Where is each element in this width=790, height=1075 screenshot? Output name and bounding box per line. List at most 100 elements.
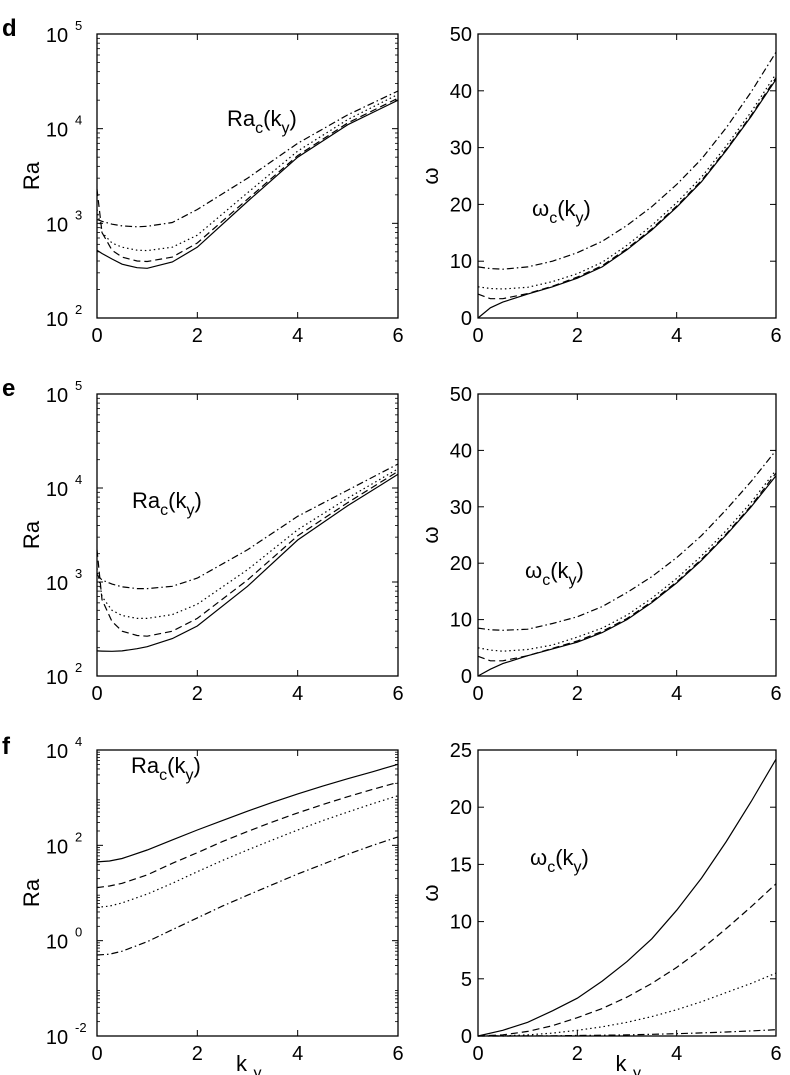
y-tick-label: 10	[46, 385, 68, 407]
y-tick-label: 10	[450, 912, 472, 934]
x-tick-label: 4	[292, 325, 303, 347]
x-tick-label: 0	[472, 1043, 483, 1065]
annotation-main: Ra	[131, 753, 160, 778]
x-tick-label: 2	[572, 325, 583, 347]
y-tick-exponent: 2	[75, 302, 82, 317]
annotation-subvar: y	[186, 502, 194, 519]
y-axis-label: ω	[418, 884, 443, 901]
y-tick-label: 10	[46, 667, 68, 689]
series-line-dashed	[96, 470, 399, 637]
annotation-sub: c	[255, 120, 263, 137]
annotation-main: Ra	[227, 106, 256, 131]
annotation-sub: c	[547, 859, 555, 876]
y-tick-label: 20	[450, 553, 472, 575]
y-tick-label: 10	[450, 251, 472, 273]
x-tick-label: 4	[671, 683, 682, 705]
annotation-sub: c	[159, 767, 167, 784]
y-tick-exponent: 4	[75, 734, 82, 749]
series-line-solid	[96, 763, 399, 863]
series-line-dashdot	[96, 836, 399, 956]
x-tick-label: 4	[671, 325, 682, 347]
annotation-open: (k	[555, 845, 574, 870]
annotation-open: (k	[550, 558, 569, 583]
y-tick-exponent: 3	[75, 566, 82, 581]
y-tick-exponent: 4	[75, 113, 82, 128]
annotation-close: )	[577, 558, 584, 583]
y-tick-exponent: 5	[75, 18, 82, 33]
x-tick-label: 2	[572, 1043, 583, 1065]
series-line-dashed	[96, 97, 399, 263]
series-line-dashed	[477, 883, 777, 1037]
y-axis-label: ω	[418, 526, 443, 543]
x-tick-label: 2	[192, 325, 203, 347]
y-tick-label: 10	[46, 573, 68, 595]
y-tick-label: 50	[450, 24, 472, 46]
y-axis-label: ω	[418, 167, 443, 184]
series-line-solid	[96, 99, 399, 269]
series-line-solid	[477, 758, 777, 1037]
series-line-solid	[477, 79, 777, 319]
x-tick-label: 0	[91, 325, 102, 347]
annotation-subvar: y	[185, 767, 193, 784]
y-tick-label: 40	[450, 81, 472, 103]
x-tick-label: 0	[472, 325, 483, 347]
curve-annotation: Rac(ky)	[227, 106, 297, 137]
annotation-main: ω	[530, 845, 547, 870]
series-line-dashed	[477, 472, 777, 662]
annotation-sub: c	[549, 210, 557, 227]
curve-annotation: ωc(ky)	[530, 845, 589, 876]
y-tick-label: 10	[46, 836, 68, 858]
series-line-solid	[96, 473, 399, 652]
annotation-main: Ra	[132, 488, 161, 513]
y-tick-label: 10	[46, 741, 68, 763]
annotation-sub: c	[542, 572, 550, 589]
y-tick-label: 50	[450, 384, 472, 406]
series-line-dashed	[96, 781, 399, 889]
x-tick-label: 2	[192, 683, 203, 705]
x-tick-label: 6	[770, 325, 781, 347]
x-tick-label: 6	[392, 325, 403, 347]
y-tick-label: 20	[450, 194, 472, 216]
annotation-close: )	[582, 845, 589, 870]
y-tick-label: 10	[450, 610, 472, 632]
x-tick-label: 0	[91, 1043, 102, 1065]
annotation-sub: c	[160, 502, 168, 519]
x-tick-label: 0	[91, 683, 102, 705]
curve-annotation: ωc(ky)	[525, 558, 584, 589]
x-tick-label: 6	[770, 1043, 781, 1065]
y-tick-label: 0	[461, 666, 472, 688]
y-tick-label: 40	[450, 440, 472, 462]
annotation-subvar: y	[574, 859, 582, 876]
y-tick-label: 10	[46, 479, 68, 501]
y-tick-label: 10	[46, 1027, 68, 1049]
annotation-main: ω	[532, 196, 549, 221]
curve-annotation: Rac(ky)	[132, 488, 202, 519]
annotation-open: (k	[557, 196, 576, 221]
y-tick-label: 5	[461, 969, 472, 991]
series-line-dotted	[96, 468, 399, 620]
x-tick-label: 4	[292, 1043, 303, 1065]
x-tick-label: 4	[671, 1043, 682, 1065]
annotation-open: (k	[263, 106, 282, 131]
annotation-open: (k	[168, 488, 187, 513]
panel-letter-f: f	[2, 733, 11, 760]
y-tick-label: 0	[461, 1026, 472, 1048]
y-tick-label: 0	[461, 308, 472, 330]
annotation-subvar: y	[576, 210, 584, 227]
series-line-dotted	[477, 972, 777, 1037]
y-tick-label: 30	[450, 138, 472, 160]
series-line-dashdot	[477, 450, 777, 631]
axes-box	[96, 393, 399, 677]
x-tick-label: 6	[392, 1043, 403, 1065]
y-tick-exponent: 0	[75, 925, 82, 940]
annotation-main: ω	[525, 558, 542, 583]
annotation-close: )	[193, 753, 200, 778]
panel-letter-e: e	[2, 375, 15, 402]
y-axis-label: Ra	[19, 878, 44, 907]
x-axis-label: k	[236, 1051, 248, 1075]
x-tick-label: 4	[292, 683, 303, 705]
y-axis-label: Ra	[19, 161, 44, 190]
